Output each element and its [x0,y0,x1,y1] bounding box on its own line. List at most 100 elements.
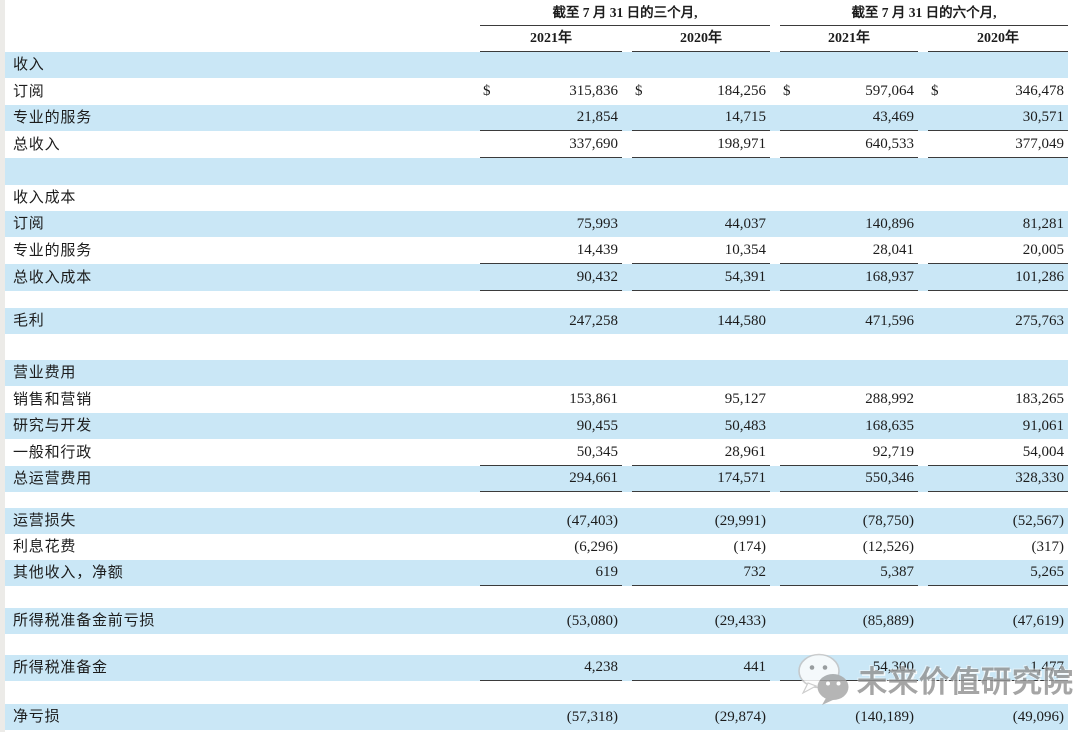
cell-value: 95,127 [724,391,766,407]
value-cell: (12,526) [780,534,918,560]
row-label: 净亏损 [13,708,61,725]
spacer-row [5,681,1068,704]
cell-value: 91,061 [1022,417,1064,434]
table-row: 专业的服务 14,439 10,354 28,041 20,005 [5,237,1068,264]
value-cell: 168,635 [780,413,918,439]
value-cell: 328,330 [928,466,1068,492]
value-cell: (174) [632,534,770,560]
financial-table: 截至 7 月 31 日的三个月, 截至 7 月 31 日的六个月, 2021年 … [5,0,1068,730]
value-cell: 198,971 [632,131,770,158]
value-cell: (317) [928,534,1068,560]
table-row: 专业的服务 21,854 14,715 43,469 30,571 [5,105,1068,131]
value-cell: 4,238 [480,655,622,681]
row-label: 总收入 [13,136,61,153]
cell-value: 50,483 [724,417,766,434]
cell-value: 619 [595,564,619,580]
row-label: 收入成本 [13,189,77,206]
value-cell: (29,874) [632,704,770,730]
column-group-six-months: 截至 7 月 31 日的六个月, [780,1,1068,26]
value-cell: 54,391 [632,264,770,291]
row-label: 总运营费用 [13,470,93,487]
cell-value: (174) [733,538,767,555]
row-label: 研究与开发 [13,417,93,434]
column-header-year: 2020年 [928,27,1068,52]
cell-value: (12,526) [862,538,914,555]
value-cell: 20,005 [928,237,1068,264]
currency-symbol: $ [931,83,939,99]
cell-value: 550,346 [865,470,914,486]
spacer-row [5,291,1068,308]
cell-value: 168,937 [865,268,914,285]
cell-value: 50,345 [576,443,618,460]
value-cell: 153,861 [480,386,622,413]
table-row: 其他收入，净额 619 732 5,387 5,265 [5,560,1068,586]
row-label: 运营损失 [13,512,77,529]
cell-value: 337,690 [569,135,618,152]
value-cell: 30,571 [928,105,1068,131]
table-body: 收入 订阅 $315,836 $184,256 $597,064 $346,478 专业的服… [5,52,1068,730]
cell-value: (49,096) [1012,708,1064,725]
column-header-year: 2020年 [632,27,770,52]
value-cell: 90,432 [480,264,622,291]
table-row: 销售和营销 153,861 95,127 288,992 183,265 [5,386,1068,413]
cell-value: 184,256 [717,83,766,99]
cell-value: 328,330 [1015,470,1064,486]
currency-symbol: $ [783,83,791,99]
cell-value: 14,439 [576,241,618,258]
value-cell: 14,715 [632,105,770,131]
section-header-row: 营业费用 [5,360,1068,386]
value-cell: 28,961 [632,439,770,466]
value-cell: 75,993 [480,211,622,237]
value-cell: $184,256 [632,78,770,105]
value-cell: 288,992 [780,386,918,413]
value-cell: (47,619) [928,608,1068,634]
cell-value: 101,286 [1015,268,1064,285]
table-row: 毛利 247,258 144,580 471,596 275,763 [5,308,1068,334]
cell-value: 144,580 [717,312,766,329]
column-header-year: 2021年 [780,27,918,52]
cell-value: 168,635 [865,417,914,434]
value-cell: (140,189) [780,704,918,730]
value-cell: (78,750) [780,508,918,534]
cell-value: (6,296) [574,538,618,555]
row-label: 营业费用 [13,364,77,381]
cell-value: (57,318) [566,708,618,725]
cell-value: 346,478 [1015,83,1064,99]
column-header-year: 2021年 [480,27,622,52]
table-row: 总收入 337,690 198,971 640,533 377,049 [5,131,1068,158]
cell-value: (29,433) [714,612,766,629]
table-row: 订阅 $315,836 $184,256 $597,064 $346,478 [5,78,1068,105]
value-cell: 144,580 [632,308,770,334]
row-label: 毛利 [13,312,45,329]
cell-value: 30,571 [1022,109,1064,125]
value-cell: 140,896 [780,211,918,237]
cell-value: 10,354 [724,241,766,258]
value-cell: 90,455 [480,413,622,439]
cell-value: 44,037 [724,215,766,232]
value-cell: 247,258 [480,308,622,334]
cell-value: (47,403) [566,512,618,529]
value-cell: 1,477 [928,655,1068,681]
cell-value: (53,080) [566,612,618,629]
cell-value: (52,567) [1012,512,1064,529]
value-cell: (53,080) [480,608,622,634]
cell-value: (317) [1031,538,1065,555]
cell-value: 92,719 [872,443,914,460]
cell-value: 140,896 [865,215,914,232]
value-cell: 174,571 [632,466,770,492]
value-cell: $346,478 [928,78,1068,105]
table-row: 所得税准备金 4,238 441 54,300 1,477 [5,655,1068,681]
spacer-row [5,586,1068,608]
cell-value: 174,571 [717,470,766,486]
cell-value: 732 [743,564,767,580]
value-cell: (85,889) [780,608,918,634]
cell-value: 153,861 [569,391,618,407]
page-left-edge [0,0,5,732]
cell-value: 288,992 [865,391,914,407]
row-label: 订阅 [13,83,45,100]
cell-value: 75,993 [576,215,618,232]
cell-value: 5,387 [880,564,914,580]
cell-value: 43,469 [872,109,914,125]
cell-value: 20,005 [1022,241,1064,258]
